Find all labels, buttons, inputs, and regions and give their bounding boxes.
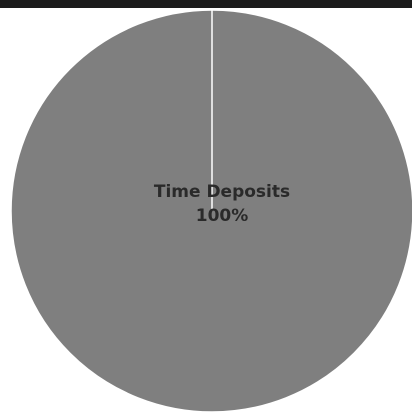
pie-slice-label: Time Deposits [154,182,290,202]
pie-labels: Time Deposits 100% [154,182,290,226]
pie-slice-percent: 100% [196,206,249,226]
pie-slices [10,9,412,413]
top-border-bar [0,0,412,8]
